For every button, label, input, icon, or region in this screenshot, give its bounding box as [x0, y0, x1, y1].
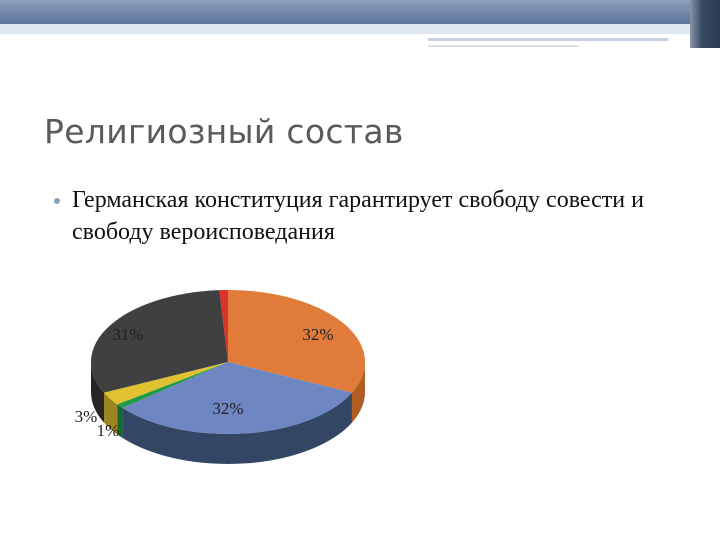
bullet-marker [54, 198, 60, 204]
pie-slice-3 [104, 362, 228, 405]
pie-slice-side-4 [91, 362, 105, 423]
pie-slice-1 [122, 362, 352, 434]
slide-header-band [0, 0, 720, 24]
pie-slice-2 [117, 362, 228, 408]
pie-slice-0 [228, 290, 365, 393]
pie-data-label-2: 1% [97, 421, 120, 440]
pie-data-label-4: 31% [112, 325, 143, 344]
pie-labels: 32% 32% 1%3% 31% [75, 325, 334, 440]
pie-slice-side-0 [351, 362, 365, 423]
bullet-text: Германская конституция гарантирует свобо… [72, 187, 644, 245]
header-corner-block [690, 0, 720, 48]
header-accent-line-short [428, 45, 578, 47]
pie-tops [91, 290, 365, 434]
pie-sides [91, 362, 365, 464]
pie-slice-4 [91, 290, 228, 393]
pie-slice-5 [219, 290, 228, 362]
header-accent-line [428, 38, 668, 41]
pie-data-label-3: 3% [75, 407, 98, 426]
slide-title: Религиозный состав [44, 112, 404, 151]
pie-slice-side-1 [122, 392, 352, 464]
slide-header-light-band [0, 24, 720, 34]
pie-data-label-1: 32% [212, 399, 243, 418]
pie-data-label-0: 32% [302, 325, 333, 344]
pie-slice-side-3 [104, 392, 118, 435]
pie-slice-side-2 [117, 404, 123, 438]
